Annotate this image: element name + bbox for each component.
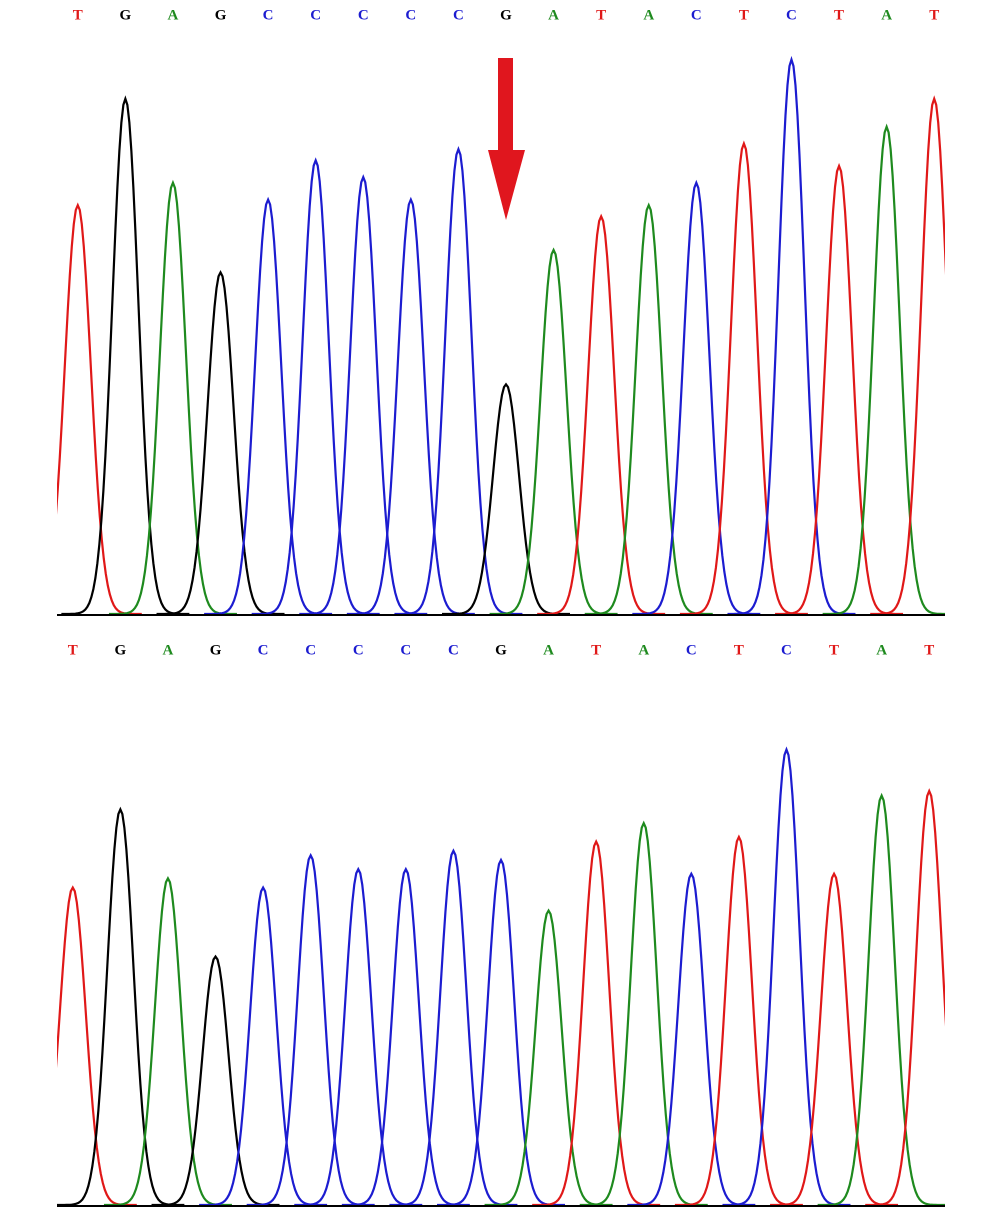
base-call: A <box>543 642 554 658</box>
base-call: G <box>495 642 507 658</box>
base-call: C <box>310 7 321 23</box>
peak <box>57 806 185 1207</box>
peak <box>537 213 666 616</box>
peak <box>341 866 470 1207</box>
peak <box>437 857 565 1207</box>
peak <box>294 866 423 1207</box>
peak <box>151 954 280 1207</box>
peak <box>346 196 475 616</box>
base-call: A <box>638 642 649 658</box>
peak <box>394 145 523 616</box>
base-call: C <box>258 642 269 658</box>
base-call: T <box>73 7 83 23</box>
peak <box>584 202 713 616</box>
base-call: G <box>215 7 227 23</box>
base-call: C <box>400 642 411 658</box>
base-call: C <box>405 7 416 23</box>
peak <box>489 247 618 616</box>
peak <box>57 885 137 1207</box>
base-call: A <box>163 642 174 658</box>
peak <box>817 792 945 1207</box>
base-call: C <box>686 642 697 658</box>
peak <box>108 179 237 616</box>
base-call: C <box>691 7 702 23</box>
peak <box>870 95 945 616</box>
base-call: C <box>781 642 792 658</box>
peak <box>251 157 380 616</box>
mutation-arrow <box>488 58 525 220</box>
trace-area <box>57 746 945 1207</box>
base-call: T <box>596 7 606 23</box>
peak <box>722 746 851 1207</box>
base-call: T <box>591 642 601 658</box>
peak <box>199 885 328 1207</box>
base-call: G <box>500 7 512 23</box>
peak <box>632 179 761 616</box>
peak <box>727 55 856 616</box>
base-call: A <box>168 7 179 23</box>
base-call: C <box>358 7 369 23</box>
peak <box>674 834 803 1207</box>
base-call: C <box>353 642 364 658</box>
peak <box>389 848 518 1207</box>
base-call: A <box>548 7 559 23</box>
peak <box>442 382 570 616</box>
base-call: C <box>448 642 459 658</box>
base-call: C <box>453 7 464 23</box>
peak <box>299 174 428 616</box>
base-call: A <box>643 7 654 23</box>
peak <box>627 871 756 1207</box>
peak <box>865 788 945 1207</box>
base-call: T <box>924 642 934 658</box>
peak <box>822 123 945 616</box>
peak <box>103 876 232 1207</box>
peak <box>156 269 285 616</box>
base-call: G <box>120 7 132 23</box>
trace-area <box>57 55 945 616</box>
peak <box>246 852 375 1207</box>
base-call: T <box>929 7 939 23</box>
peak <box>770 871 899 1207</box>
peak <box>61 95 190 616</box>
base-call: C <box>786 7 797 23</box>
base-call: T <box>829 642 839 658</box>
peak <box>532 838 661 1207</box>
peak <box>579 820 708 1207</box>
base-call: T <box>68 642 78 658</box>
peak <box>57 202 142 616</box>
peak <box>484 908 613 1207</box>
base-call: C <box>305 642 316 658</box>
base-call: G <box>210 642 222 658</box>
peak <box>679 140 808 616</box>
peak <box>775 162 904 616</box>
base-call: T <box>834 7 844 23</box>
base-call: A <box>876 642 887 658</box>
base-call: C <box>263 7 274 23</box>
base-call: G <box>115 642 127 658</box>
base-call: A <box>881 7 892 23</box>
base-call: T <box>739 7 749 23</box>
base-call: T <box>734 642 744 658</box>
peak <box>204 196 333 616</box>
